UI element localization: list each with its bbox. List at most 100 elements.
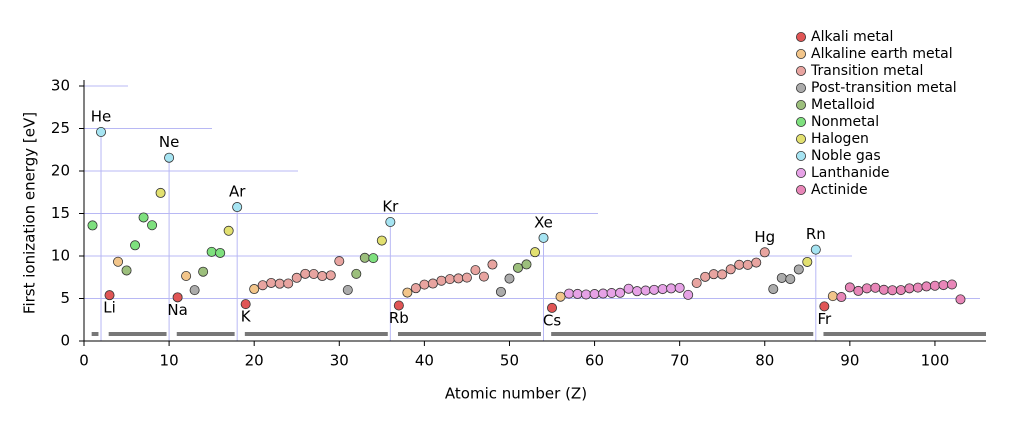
data-point <box>223 225 234 236</box>
data-point <box>768 284 779 295</box>
data-point <box>581 289 592 300</box>
legend-text: Halogen <box>811 131 869 147</box>
annotation: K <box>241 308 252 326</box>
data-point <box>683 289 694 300</box>
legend-text: Transition metal <box>810 63 923 79</box>
data-point <box>929 280 940 291</box>
data-point <box>717 269 728 280</box>
annotation: Fr <box>817 310 832 328</box>
annotation: Rb <box>389 309 409 327</box>
annotation: Xe <box>534 213 553 231</box>
data-point <box>257 280 268 291</box>
legend-marker <box>796 167 807 178</box>
data-point <box>232 202 243 213</box>
data-point <box>283 278 294 289</box>
y-tick-label: 15 <box>51 204 70 222</box>
data-point <box>164 152 175 163</box>
data-point <box>487 259 498 270</box>
data-point <box>478 271 489 282</box>
data-point <box>785 274 796 285</box>
data-point <box>708 269 719 280</box>
data-point <box>334 256 345 267</box>
legend-marker <box>796 117 807 128</box>
data-point <box>810 244 821 255</box>
data-point <box>274 278 285 289</box>
legend-marker <box>796 133 807 144</box>
data-point <box>691 277 702 288</box>
data-point <box>819 301 830 312</box>
data-point <box>113 256 124 267</box>
annotation: Hg <box>754 228 775 246</box>
data-point <box>359 252 370 263</box>
legend-marker <box>796 32 807 43</box>
data-point <box>827 291 838 302</box>
x-axis-label: Atomic number (Z) <box>445 385 587 403</box>
data-point <box>376 235 387 246</box>
data-point <box>955 294 966 305</box>
legend-marker <box>796 49 807 60</box>
data-point <box>410 283 421 294</box>
data-point <box>138 212 149 223</box>
data-point <box>895 285 906 296</box>
data-point <box>904 283 915 294</box>
y-tick-label: 30 <box>51 77 70 95</box>
data-point <box>572 288 583 299</box>
data-point <box>606 288 617 299</box>
data-point <box>317 271 328 282</box>
legend-marker <box>796 150 807 161</box>
data-point <box>495 286 506 297</box>
data-point <box>147 220 158 231</box>
data-point <box>368 253 379 264</box>
x-tick-label: 20 <box>245 352 264 370</box>
data-point <box>351 268 362 279</box>
legend-text: Alkaline earth metal <box>811 46 953 62</box>
data-point <box>512 262 523 273</box>
data-point <box>921 281 932 292</box>
data-point <box>206 246 217 257</box>
x-tick-label: 100 <box>921 352 950 370</box>
data-point <box>547 302 558 313</box>
x-tick-label: 60 <box>585 352 604 370</box>
data-point <box>104 290 115 301</box>
data-point <box>342 285 353 296</box>
x-tick-label: 50 <box>500 352 519 370</box>
x-tick-label: 30 <box>330 352 349 370</box>
data-point <box>700 271 711 282</box>
data-point <box>793 264 804 275</box>
data-point <box>385 216 396 227</box>
data-point <box>844 282 855 293</box>
legend-text: Alkali metal <box>811 29 893 45</box>
data-point <box>291 272 302 283</box>
data-point <box>198 266 209 277</box>
y-tick-label: 0 <box>60 332 70 350</box>
data-point <box>674 282 685 293</box>
data-point <box>189 285 200 296</box>
data-point <box>870 282 881 293</box>
annotation: Li <box>103 299 116 317</box>
data-point <box>759 247 770 258</box>
x-tick-label: 0 <box>79 352 89 370</box>
x-tick-label: 80 <box>755 352 774 370</box>
data-point <box>300 268 311 279</box>
data-point <box>657 284 668 295</box>
legend-text: Nonmetal <box>811 114 879 130</box>
annotation: Ar <box>229 183 246 201</box>
data-point <box>172 292 183 303</box>
x-tick-label: 40 <box>415 352 434 370</box>
x-tick-label: 70 <box>670 352 689 370</box>
data-point <box>215 247 226 258</box>
data-point <box>461 272 472 283</box>
data-point <box>87 220 98 231</box>
data-point <box>589 289 600 300</box>
legend-text: Lanthanide <box>811 165 889 181</box>
annotation: Kr <box>382 198 399 216</box>
y-tick-label: 10 <box>51 247 70 265</box>
data-point <box>623 283 634 294</box>
data-point <box>530 247 541 258</box>
data-point <box>538 232 549 243</box>
data-point <box>632 286 643 297</box>
data-point <box>504 273 515 284</box>
legend-marker <box>796 184 807 195</box>
